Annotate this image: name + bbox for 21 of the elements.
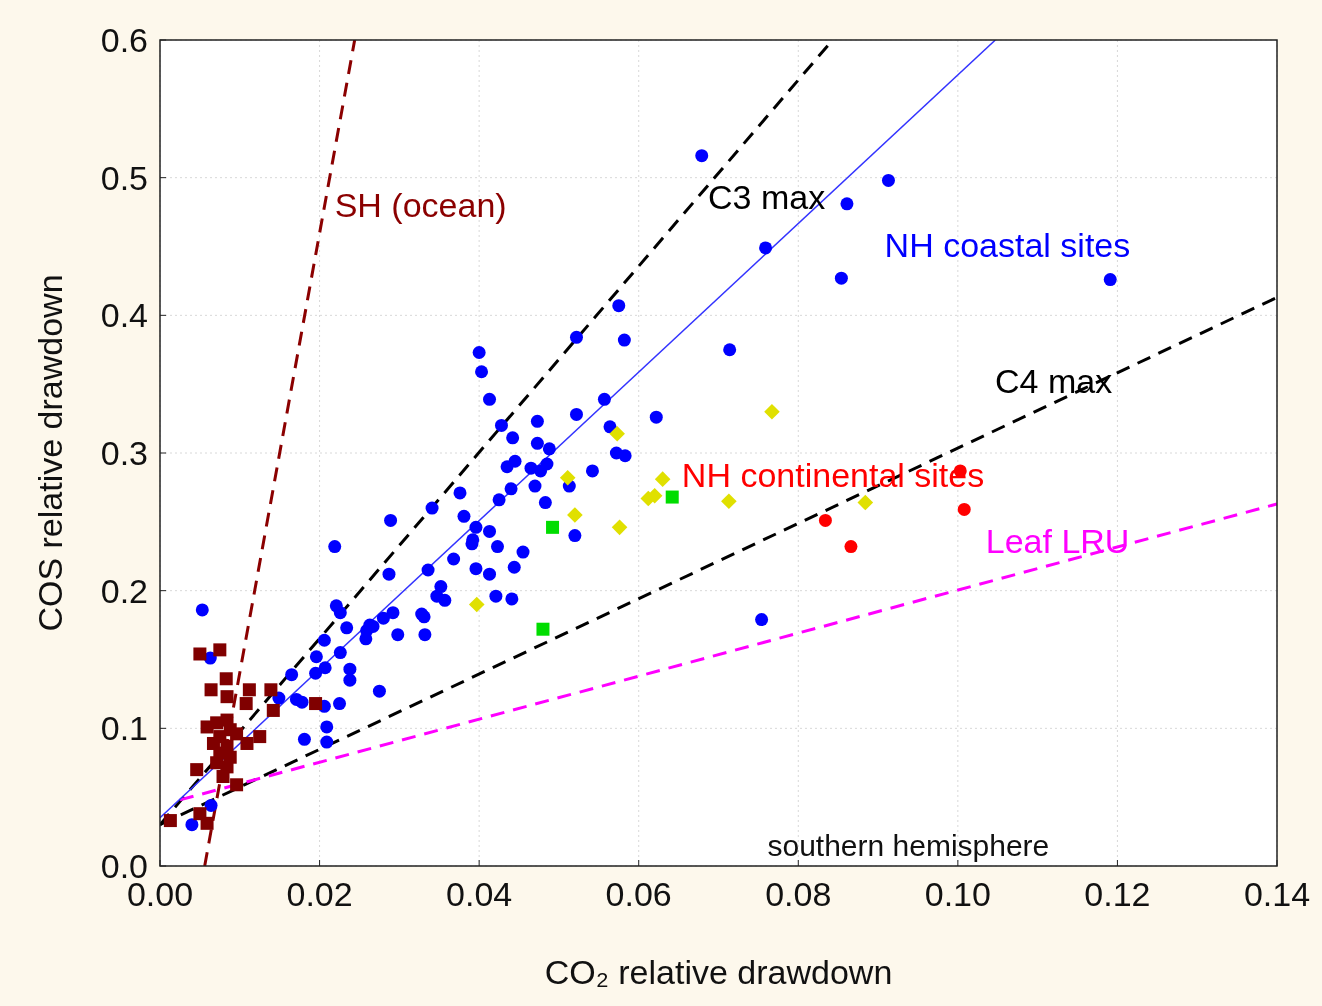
- series-label: C3 max: [708, 177, 826, 216]
- series-label: NH coastal sites: [884, 226, 1131, 265]
- x-tick-label: 0.06: [605, 875, 672, 913]
- x-tick-label: 0.14: [1243, 875, 1311, 913]
- y-tick-label: 0.2: [100, 571, 148, 610]
- series-label: Leaf LRU: [985, 522, 1130, 561]
- x-tick-label: 0.12: [1084, 875, 1151, 913]
- series-label: C4 max: [995, 361, 1113, 400]
- x-tick-label: 0.08: [765, 875, 832, 913]
- annotation: southern hemisphere: [767, 829, 1050, 862]
- x-tick-label: 0.02: [286, 875, 353, 913]
- y-tick-label: 0.4: [100, 296, 148, 335]
- y-axis-title: COS relative drawdown: [31, 274, 69, 632]
- y-tick-label: 0.1: [100, 709, 148, 748]
- x-tick-label: 0.10: [924, 875, 991, 913]
- x-axis-title: CO₂ relative drawdown: [544, 953, 893, 991]
- y-tick-label: 0.5: [100, 158, 148, 197]
- y-tick-label: 0.6: [100, 20, 148, 59]
- x-tick-label: 0.04: [446, 875, 513, 913]
- series-label: SH (ocean): [334, 186, 507, 225]
- y-tick-label: 0.3: [100, 433, 148, 472]
